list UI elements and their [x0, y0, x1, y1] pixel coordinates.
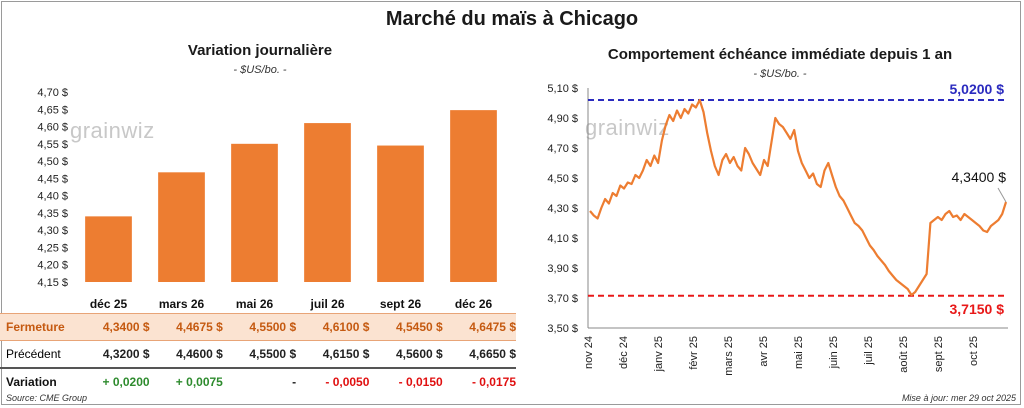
bar-chart: 4,15 $ 4,20 $ 4,25 $ 4,30 $ 4,35 $ 4,40 $ 4,45…	[37, 87, 497, 311]
table-cell: -	[292, 375, 297, 389]
table-cell: + 0,0200	[102, 375, 150, 389]
bar	[304, 123, 351, 282]
y-tick-label: 4,70 $	[547, 143, 578, 155]
row-label: Fermeture	[6, 320, 65, 334]
x-tick-label: mars 26	[159, 297, 205, 311]
row-label: Précédent	[6, 347, 61, 361]
y-tick-label: 4,65 $	[37, 104, 68, 116]
right-chart-unit: - $US/bo. -	[753, 68, 807, 80]
table-cell: 4,5500 $	[249, 320, 297, 334]
x-tick-label: mai 25	[793, 336, 805, 369]
bar	[85, 216, 132, 282]
y-tick-label: 4,35 $	[37, 208, 68, 220]
left-chart-title: Variation journalière	[187, 42, 333, 59]
y-tick-label: 4,40 $	[37, 191, 68, 203]
y-tick-label: 4,50 $	[37, 156, 68, 168]
update-note: Mise à jour: mer 29 oct 2025	[901, 393, 1016, 403]
x-tick-label: juil 26	[309, 297, 344, 311]
x-tick-label: juin 25	[828, 336, 840, 369]
line-chart: 3,50 $ 3,70 $ 3,90 $ 4,10 $ 4,30 $ 4,50 $ 4,70…	[547, 81, 1008, 376]
table-cell: 4,5600 $	[395, 347, 443, 361]
x-tick-label: sept 25	[933, 336, 945, 372]
y-tick-label: 3,70 $	[547, 293, 578, 305]
x-tick-label: déc 25	[90, 297, 128, 311]
bar	[450, 110, 497, 282]
x-tick-label: mars 25	[723, 336, 735, 376]
y-tick-label: 4,45 $	[37, 173, 68, 185]
table-cell: 4,6100 $	[322, 320, 370, 334]
x-tick-label: mai 26	[236, 297, 274, 311]
y-tick-label: 4,20 $	[37, 260, 68, 272]
table-cell: 4,5450 $	[395, 320, 443, 334]
last-value-leader	[997, 187, 1007, 203]
y-tick-label: 4,30 $	[547, 203, 578, 215]
table-cell: 4,3200 $	[102, 347, 150, 361]
x-tick-label: janv 25	[653, 336, 665, 372]
table-cell: 4,6475 $	[469, 320, 516, 334]
page-title: Marché du maïs à Chicago	[385, 8, 639, 30]
y-tick-label: 4,70 $	[37, 87, 68, 99]
table-cell: 4,5500 $	[249, 347, 297, 361]
bar	[158, 172, 205, 282]
x-tick-label: déc 24	[618, 336, 630, 369]
y-tick-label: 3,50 $	[547, 323, 578, 335]
table-row: Variation + 0,0200 + 0,0075 - - 0,0050 - 0,01…	[0, 368, 516, 395]
y-tick-label: 4,10 $	[547, 233, 578, 245]
x-tick-label: sept 26	[380, 297, 422, 311]
last-value-label: 4,3400 $	[952, 169, 1007, 185]
table-cell: 4,4600 $	[176, 347, 223, 361]
y-tick-label: 3,90 $	[547, 263, 578, 275]
price-line	[589, 98, 1008, 297]
source-note: Source: CME Group	[6, 393, 88, 403]
x-tick-label: juil 25	[863, 336, 875, 366]
table-row: Fermeture 4,3400 $ 4,4675 $ 4,5500 $ 4,6100 …	[0, 313, 516, 341]
table-cell: + 0,0075	[175, 375, 223, 389]
table-cell: 4,4675 $	[176, 320, 223, 334]
y-tick-label: 4,30 $	[37, 225, 68, 237]
y-tick-label: 4,90 $	[547, 113, 578, 125]
bar	[377, 145, 424, 282]
table-cell: 4,6650 $	[469, 347, 516, 361]
left-chart-unit: - $US/bo. -	[233, 64, 287, 76]
table-row: Précédent 4,3200 $ 4,4600 $ 4,5500 $ 4,6150 …	[0, 341, 516, 369]
row-label: Variation	[6, 375, 57, 389]
x-tick-label: oct 25	[968, 336, 980, 366]
x-tick-label: déc 26	[455, 297, 493, 311]
table-cell: - 0,0175	[471, 375, 516, 389]
x-tick-label: févr 25	[688, 336, 700, 370]
left-watermark: grainwiz	[70, 118, 155, 143]
y-tick-label: 5,10 $	[547, 83, 578, 95]
table-cell: 4,3400 $	[102, 320, 150, 334]
x-tick-label: août 25	[898, 336, 910, 373]
y-tick-label: 4,55 $	[37, 139, 68, 151]
bar	[231, 143, 278, 282]
low-label: 3,7150 $	[950, 301, 1005, 317]
high-label: 5,0200 $	[950, 81, 1005, 97]
table-cell: - 0,0150	[398, 375, 443, 389]
y-tick-label: 4,60 $	[37, 122, 68, 134]
table-cell: 4,6150 $	[322, 347, 370, 361]
x-tick-label: avr 25	[758, 336, 770, 367]
x-tick-label: nov 24	[583, 336, 595, 369]
right-chart-title: Comportement échéance immédiate depuis 1…	[607, 46, 953, 63]
right-watermark: grainwiz	[585, 115, 670, 140]
y-tick-label: 4,15 $	[37, 277, 68, 289]
price-table: Fermeture 4,3400 $ 4,4675 $ 4,5500 $ 4,6100 …	[0, 313, 516, 395]
table-cell: - 0,0050	[325, 375, 370, 389]
y-tick-label: 4,25 $	[37, 242, 68, 254]
y-tick-label: 4,50 $	[547, 173, 578, 185]
